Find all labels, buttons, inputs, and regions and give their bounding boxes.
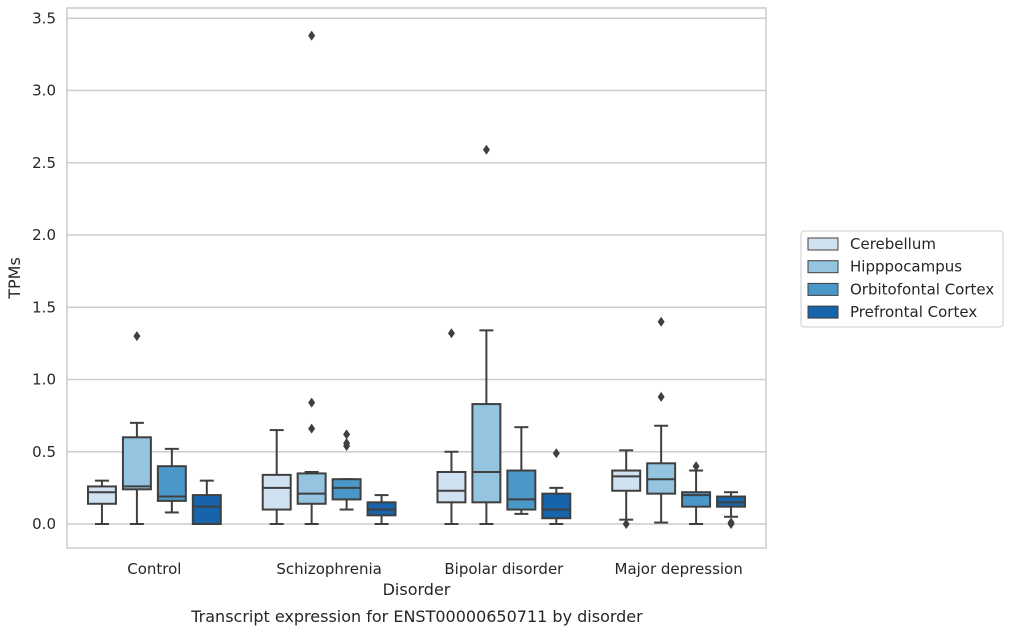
outlier-point [343, 438, 351, 449]
box-orbitofontal-cortex [506, 426, 537, 515]
box-prefrontal-cortex [191, 479, 222, 526]
y-tick-label: 3.5 [32, 9, 56, 27]
outlier-point [308, 30, 316, 41]
legend-swatch [807, 305, 839, 319]
plot-frame [66, 7, 767, 549]
box-cerebellum [611, 449, 642, 529]
box-hipppocampus [646, 316, 677, 524]
box-cerebellum [86, 479, 117, 525]
x-axis-label: Disorder [383, 580, 451, 599]
outlier-point [692, 461, 700, 472]
y-tick-label: 1.5 [32, 298, 56, 316]
box-orbitofontal-cortex [156, 447, 187, 514]
grid-lines [67, 17, 766, 525]
box-iqr [506, 469, 537, 511]
box-iqr [436, 470, 467, 504]
legend-frame [800, 230, 1004, 328]
x-tick-label: Control [127, 560, 181, 578]
outlier-point [343, 429, 351, 440]
legend-label: Prefrontal Cortex [850, 303, 977, 321]
box-iqr [471, 403, 502, 504]
box-iqr [296, 472, 327, 505]
box-iqr [331, 478, 362, 501]
outlier-point [657, 316, 665, 327]
box-iqr [261, 473, 292, 511]
box-prefrontal-cortex [716, 491, 747, 529]
box-iqr [541, 492, 572, 520]
outlier-point [308, 423, 316, 434]
box-hipppocampus [471, 144, 502, 525]
y-tick-label: 0.0 [32, 515, 56, 533]
outlier-point [482, 144, 490, 155]
box-iqr [156, 465, 187, 502]
chart-title: Transcript expression for ENST0000065071… [190, 607, 643, 626]
y-tick-label: 3.0 [32, 82, 56, 100]
outlier-point [727, 517, 735, 528]
x-tick-label: Bipolar disorder [444, 560, 564, 578]
box-cerebellum [261, 429, 292, 525]
legend-swatch [807, 237, 839, 251]
box-iqr [611, 469, 642, 492]
legend: Cerebellum Hipppocampus Orbitofontal Corte… [800, 230, 1004, 328]
outlier-point [447, 328, 455, 339]
box-hipppocampus [121, 331, 152, 525]
box-iqr [121, 436, 152, 491]
box-prefrontal-cortex [366, 494, 397, 525]
box-iqr [86, 485, 117, 505]
box-orbitofontal-cortex [331, 429, 362, 511]
outlier-point [552, 448, 560, 459]
y-tick-labels: 0.0 0.5 1.0 1.5 2.0 2.5 3.0 3.5 [32, 9, 56, 533]
y-tick-label: 1.0 [32, 371, 56, 389]
y-axis-label: TPMs [5, 257, 24, 300]
box-hipppocampus [296, 30, 327, 525]
x-tick-labels: Control Schizophrenia Bipolar disorder Majo… [127, 560, 742, 578]
legend-swatch [807, 260, 839, 274]
box-prefrontal-cortex [541, 448, 572, 525]
box-iqr [191, 494, 222, 526]
outlier-point [657, 391, 665, 402]
box-plot-series [86, 30, 747, 529]
y-tick-label: 0.5 [32, 443, 56, 461]
outlier-point [622, 519, 630, 529]
legend-swatch [807, 282, 839, 296]
box-cerebellum [436, 328, 467, 525]
y-tick-label: 2.0 [32, 226, 56, 244]
outlier-point [308, 397, 316, 408]
x-tick-label: Schizophrenia [276, 560, 381, 578]
legend-label: Hipppocampus [850, 258, 962, 276]
x-tick-label: Major depression [615, 560, 743, 578]
box-orbitofontal-cortex [681, 461, 712, 525]
legend-label: Cerebellum [850, 235, 936, 253]
legend-label: Orbitofontal Cortex [850, 280, 994, 298]
y-tick-label: 2.5 [32, 154, 56, 172]
outlier-point [133, 331, 141, 342]
